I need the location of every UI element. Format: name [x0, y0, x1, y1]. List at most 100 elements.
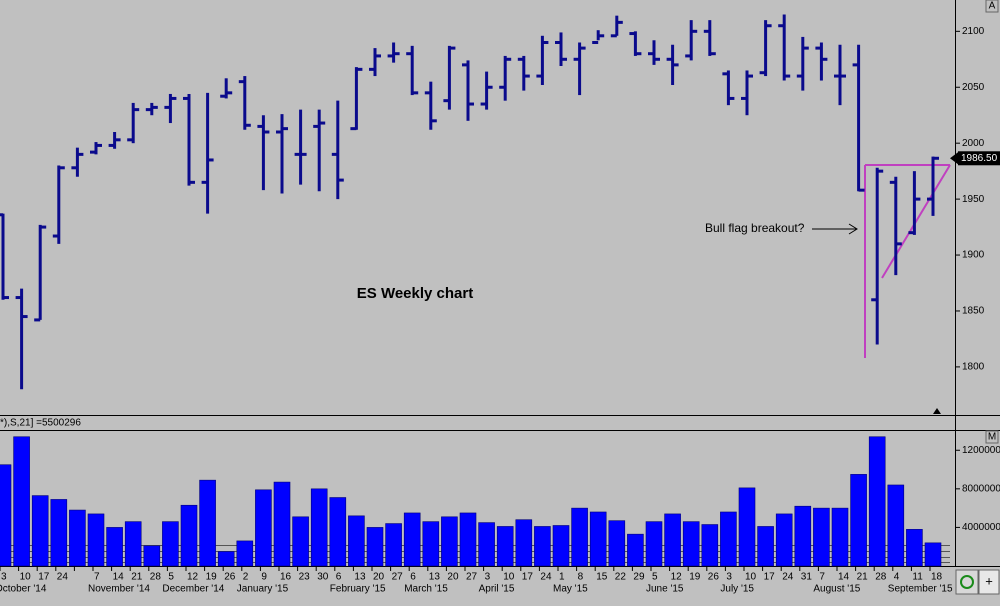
volume-bar — [310, 488, 328, 567]
volume-header: *),S,21] =5500296 — [0, 418, 81, 429]
x-tick-label: 29 — [633, 572, 645, 583]
volume-bar — [701, 524, 719, 567]
volume-bar — [757, 526, 774, 567]
volume-bar — [162, 521, 179, 567]
month-label: April '15 — [479, 584, 515, 595]
x-tick-label: 24 — [57, 572, 69, 583]
volume-bar — [850, 474, 867, 567]
x-tick-label: 15 — [596, 572, 608, 583]
x-tick-label: 3 — [1, 572, 7, 583]
x-tick-label: 27 — [466, 572, 478, 583]
x-tick-label: 7 — [819, 572, 825, 583]
flag-bottom-line — [881, 164, 951, 279]
last-price-box — [958, 151, 1000, 166]
x-tick-label: 13 — [354, 572, 366, 583]
volume-bar — [515, 519, 533, 567]
x-tick-label: 12 — [671, 572, 683, 583]
volume-bar — [571, 507, 588, 567]
y-tick-label: 12000000 — [962, 445, 1000, 456]
x-tick-label: 16 — [280, 572, 292, 583]
volume-bar — [906, 529, 923, 567]
x-tick-label: 31 — [801, 572, 813, 583]
x-tick-label: 18 — [931, 572, 943, 583]
month-label: March '15 — [404, 584, 448, 595]
x-tick-label: 5 — [168, 572, 174, 583]
volume-bar — [403, 512, 421, 567]
y-tick-label: 2050 — [962, 82, 985, 93]
volume-bar — [496, 526, 514, 567]
volume-bar — [813, 507, 830, 567]
x-tick-label: 1 — [559, 572, 565, 583]
volume-bar — [124, 521, 142, 567]
volume-bar — [887, 484, 905, 567]
refresh-icon — [960, 575, 974, 589]
volume-bar — [664, 513, 681, 567]
volume-bar — [69, 509, 86, 567]
x-tick-label: 6 — [410, 572, 416, 583]
x-tick-label: 30 — [317, 572, 329, 583]
volume-bar — [31, 495, 49, 567]
x-tick-label: 17 — [522, 572, 534, 583]
volume-bar — [13, 436, 30, 567]
x-tick-label: 22 — [615, 572, 627, 583]
month-label: February '15 — [330, 584, 386, 595]
volume-bar — [217, 551, 235, 567]
volume-bar — [50, 499, 68, 567]
volume-bar — [924, 542, 942, 567]
volume-bar — [255, 489, 272, 567]
volume-bar — [552, 525, 570, 567]
x-tick-label: 2 — [243, 572, 249, 583]
x-tick-label: 21 — [131, 572, 143, 583]
volume-bar — [794, 505, 812, 567]
flag-pattern — [864, 164, 951, 358]
x-tick-label: 3 — [726, 572, 732, 583]
volume-bar — [143, 545, 161, 567]
x-tick-label: 19 — [689, 572, 701, 583]
x-tick-label: 27 — [392, 572, 404, 583]
volume-bar — [682, 521, 700, 567]
x-tick-label: 14 — [113, 572, 125, 583]
annotation-arrowhead — [848, 223, 858, 235]
volume-bar — [329, 497, 347, 567]
volume-bar — [180, 504, 198, 567]
volume-bar — [775, 513, 793, 567]
y-tick-label: 4000000 — [962, 522, 1000, 533]
x-tick-label: 23 — [299, 572, 311, 583]
volume-bar — [106, 527, 123, 567]
month-label: June '15 — [646, 584, 684, 595]
month-label: October '14 — [0, 584, 47, 595]
volume-bar — [608, 520, 626, 567]
x-tick-label: 21 — [857, 572, 869, 583]
annotation: Bull flag breakout? — [705, 221, 805, 235]
volume-bar — [831, 507, 849, 567]
x-tick-label: 14 — [838, 572, 850, 583]
x-tick-label: 26 — [224, 572, 236, 583]
y-tick-label: 1800 — [962, 362, 985, 373]
volume-bar — [422, 521, 440, 567]
x-tick-label: 10 — [20, 572, 32, 583]
volume-bar — [589, 511, 607, 567]
x-tick-label: 10 — [503, 572, 515, 583]
volume-bar — [292, 516, 309, 567]
add-button[interactable] — [978, 569, 1000, 595]
x-tick-label: 11 — [912, 572, 923, 583]
month-label: July '15 — [720, 584, 754, 595]
x-tick-label: 20 — [373, 572, 385, 583]
scale-button[interactable] — [985, 430, 999, 444]
add-button-label: + — [985, 573, 993, 588]
volume-bar — [738, 487, 756, 567]
volume-bar — [534, 526, 551, 567]
x-tick-label: 10 — [745, 572, 757, 583]
x-tick-label: 12 — [187, 572, 199, 583]
scale-button[interactable] — [985, 0, 999, 13]
scale-button-label: M — [988, 432, 996, 443]
x-tick-label: 19 — [206, 572, 218, 583]
y-tick-label: 2100 — [962, 26, 985, 37]
chart-title: ES Weekly chart — [357, 285, 473, 302]
x-tick-label: 8 — [578, 572, 584, 583]
y-tick-label: 1950 — [962, 194, 985, 205]
volume-bar — [459, 512, 477, 567]
refresh-button[interactable] — [955, 569, 979, 595]
